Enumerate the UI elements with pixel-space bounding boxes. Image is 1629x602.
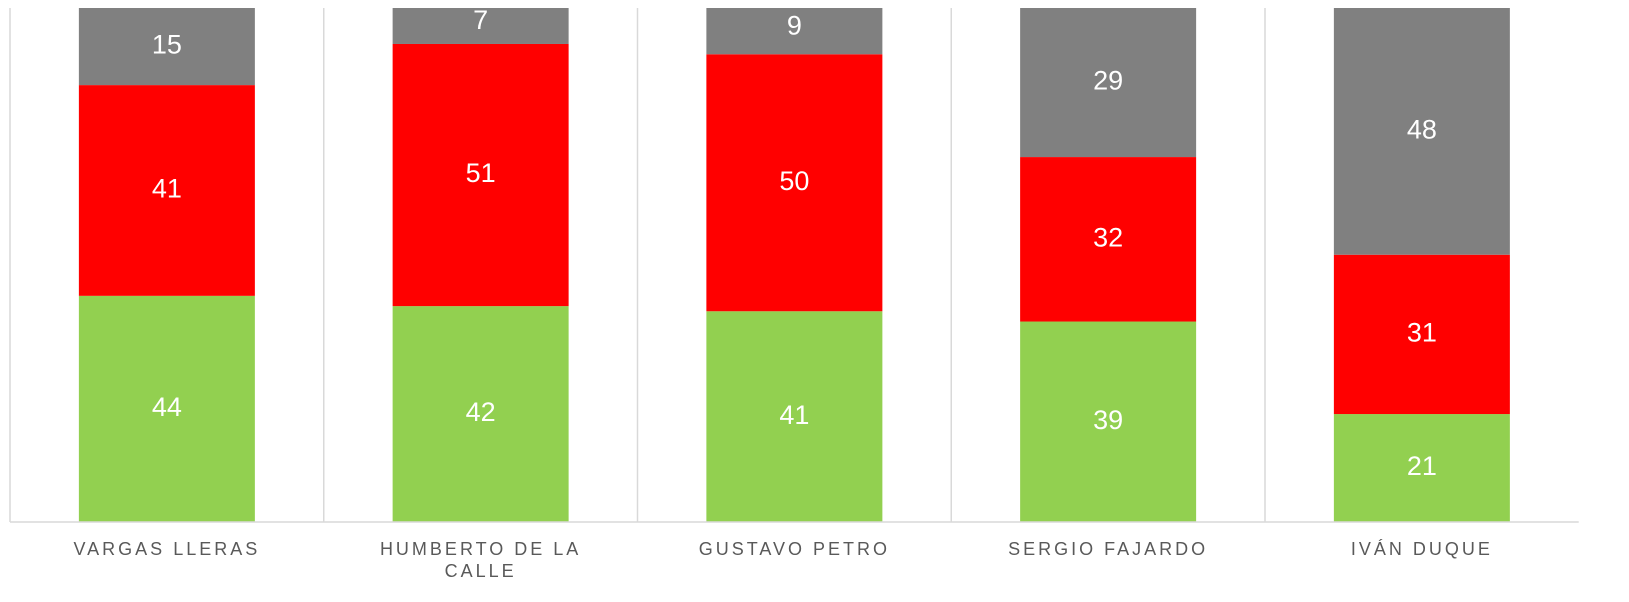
bar-segment [1333,254,1510,415]
bar-segment [1333,414,1510,522]
bar-segment [392,306,569,522]
x-tick-label: GUSTAVO PETRO [698,539,891,559]
data-label: 41 [152,174,182,204]
data-label: 21 [1407,451,1437,481]
data-label: 50 [779,166,809,196]
data-label: 41 [779,400,809,430]
data-label: 48 [1407,114,1437,144]
data-label: 39 [1093,405,1123,435]
bar-segment [392,43,569,307]
bar-segment [1020,321,1197,522]
bar-segment [1020,8,1197,158]
x-tick-label: HUMBERTO DE LA CALLE [379,539,582,581]
bar-segment [78,85,255,296]
bar-segment [392,8,569,44]
bar-segment [706,311,883,522]
data-label: 42 [466,397,496,427]
data-label: 15 [152,30,182,60]
bar-segment [78,8,255,86]
data-label: 9 [787,10,802,40]
bar-segment [706,8,883,55]
data-label: 29 [1093,66,1123,96]
bar-segment [706,54,883,312]
data-label: 44 [152,392,182,422]
bar-segment [78,295,255,522]
data-label: 51 [466,158,496,188]
data-label: 31 [1407,318,1437,348]
bar-segment [1020,157,1197,322]
bar-segment [1333,8,1510,255]
x-tick-label: IVÁN DUQUE [1350,539,1493,559]
x-tick-label: SERGIO FAJARDO [1008,539,1209,559]
x-tick-label: VARGAS LLERAS [73,539,261,559]
data-label: 7 [473,5,488,35]
data-label: 32 [1093,222,1123,252]
